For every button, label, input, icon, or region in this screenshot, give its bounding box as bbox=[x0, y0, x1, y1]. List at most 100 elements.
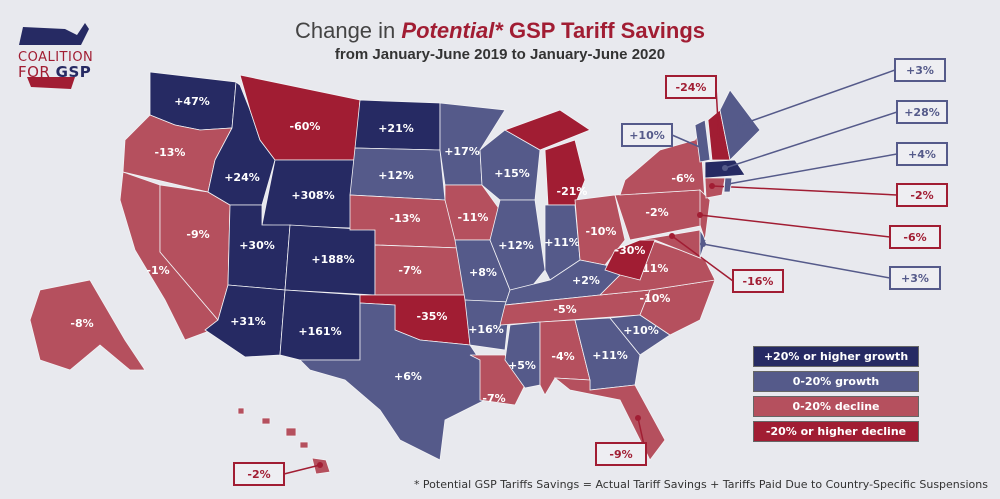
state-value-vermont: +10% bbox=[629, 129, 665, 142]
state-value-michigan: -21% bbox=[557, 185, 588, 198]
state-value-iowa: -11% bbox=[458, 211, 489, 224]
callout-dot-connecticut bbox=[709, 183, 715, 189]
state-value-idaho: +24% bbox=[224, 171, 260, 184]
state-hawaii bbox=[299, 441, 309, 449]
state-arkansas bbox=[464, 299, 511, 351]
state-michigan bbox=[504, 109, 591, 151]
state-value-nebraska: -13% bbox=[390, 212, 421, 225]
state-value-california: -1% bbox=[146, 264, 169, 277]
state-hawaii bbox=[261, 417, 271, 425]
state-value-tennessee: -5% bbox=[553, 303, 576, 316]
callout-line-massachusetts bbox=[724, 111, 898, 169]
state-value-alaska: -8% bbox=[70, 317, 93, 330]
state-value-kansas: -7% bbox=[398, 264, 421, 277]
state-value-missouri: +8% bbox=[469, 266, 497, 279]
state-value-oregon: -13% bbox=[155, 146, 186, 159]
legend-growth: 0-20% growth bbox=[753, 371, 919, 392]
state-value-florida: -9% bbox=[609, 448, 632, 461]
state-value-colorado: +188% bbox=[311, 253, 354, 266]
logo-line2: FOR GSP bbox=[18, 64, 91, 80]
callout-dot-vermont bbox=[699, 145, 705, 151]
state-value-montana: -60% bbox=[290, 120, 321, 133]
state-value-arizona: +31% bbox=[230, 315, 266, 328]
callout-line-maine bbox=[739, 69, 896, 126]
callout-dot-new-hampshire bbox=[716, 137, 722, 143]
state-hawaii bbox=[237, 407, 245, 415]
state-value-rhode-island: +4% bbox=[908, 148, 936, 161]
state-michigan bbox=[544, 139, 586, 206]
state-value-minnesota: +17% bbox=[444, 145, 480, 158]
logo-gsp: GSP bbox=[55, 63, 92, 81]
state-value-georgia: +11% bbox=[592, 349, 628, 362]
callout-dot-massachusetts bbox=[722, 165, 728, 171]
state-value-oklahoma: -35% bbox=[417, 310, 448, 323]
legend-high-growth: +20% or higher growth bbox=[753, 346, 919, 367]
callout-dot-florida bbox=[635, 415, 641, 421]
state-value-south-carolina: +10% bbox=[623, 324, 659, 337]
callout-line-vermont bbox=[671, 134, 703, 149]
logo-line1: COALITION bbox=[18, 50, 94, 65]
state-new-york bbox=[619, 128, 706, 201]
callout-dot-rhode-island bbox=[725, 181, 731, 187]
legend-high-decline: -20% or higher decline bbox=[753, 421, 919, 442]
callout-dot-maine bbox=[737, 122, 743, 128]
state-value-texas: +6% bbox=[394, 370, 422, 383]
callout-box-connecticut bbox=[896, 183, 948, 207]
state-florida bbox=[553, 377, 666, 461]
callout-box-new-hampshire bbox=[665, 75, 717, 99]
state-value-north-dakota: +21% bbox=[378, 122, 414, 135]
callout-box-delaware bbox=[889, 266, 941, 290]
callout-dot-maryland bbox=[669, 233, 675, 239]
callout-box-maine bbox=[894, 58, 946, 82]
title-suffix: GSP Tariff Savings bbox=[509, 18, 706, 43]
legend-decline: 0-20% decline bbox=[753, 396, 919, 417]
state-hawaii bbox=[285, 427, 297, 437]
state-value-connecticut: -2% bbox=[910, 189, 933, 202]
callout-box-massachusetts bbox=[896, 100, 948, 124]
legend: +20% or higher growth 0-20% growth 0-20%… bbox=[753, 346, 919, 446]
state-maryland bbox=[639, 229, 701, 259]
callout-box-maryland bbox=[732, 269, 784, 293]
state-value-massachusetts: +28% bbox=[904, 106, 940, 119]
title-prefix: Change in bbox=[294, 18, 396, 43]
state-value-alabama: -4% bbox=[551, 350, 574, 363]
state-value-delaware: +3% bbox=[901, 272, 929, 285]
chart-title: Change in Potential* GSP Tariff Savings … bbox=[0, 18, 1000, 63]
callout-line-new-jersey bbox=[699, 214, 891, 238]
state-value-new-york: -6% bbox=[671, 172, 694, 185]
state-value-utah: +30% bbox=[239, 239, 275, 252]
state-texas bbox=[299, 302, 486, 461]
state-value-new-jersey: -6% bbox=[903, 231, 926, 244]
callout-dot-delaware bbox=[700, 241, 706, 247]
state-value-indiana: +11% bbox=[544, 236, 580, 249]
state-value-maine: +3% bbox=[906, 64, 934, 77]
state-value-west-virginia: -30% bbox=[615, 244, 646, 257]
state-value-louisiana: -7% bbox=[482, 392, 505, 405]
state-value-new-hampshire: -24% bbox=[676, 81, 707, 94]
state-value-wisconsin: +15% bbox=[494, 167, 530, 180]
state-value-ohio: -10% bbox=[586, 225, 617, 238]
state-value-nevada: -9% bbox=[186, 228, 209, 241]
callout-line-delaware bbox=[702, 243, 891, 279]
state-value-washington: +47% bbox=[174, 95, 210, 108]
callout-line-connecticut bbox=[711, 185, 898, 196]
callout-line-maryland bbox=[671, 235, 734, 282]
callout-dot-hawaii bbox=[317, 462, 323, 468]
footnote: * Potential GSP Tariffs Savings = Actual… bbox=[413, 478, 988, 491]
state-value-new-mexico: +161% bbox=[298, 325, 341, 338]
callout-box-new-jersey bbox=[889, 225, 941, 249]
state-value-maryland: -16% bbox=[743, 275, 774, 288]
state-virginia bbox=[598, 239, 716, 296]
title-emphasis: Potential* bbox=[401, 18, 503, 43]
state-value-north-carolina: -10% bbox=[640, 292, 671, 305]
state-value-arkansas: +16% bbox=[468, 323, 504, 336]
callout-dot-new-jersey bbox=[697, 212, 703, 218]
state-vermont bbox=[694, 119, 711, 163]
subtitle: from January-June 2019 to January-June 2… bbox=[334, 46, 666, 63]
logo-for: FOR bbox=[18, 63, 51, 81]
state-alaska bbox=[29, 279, 146, 371]
callout-box-vermont bbox=[621, 123, 673, 147]
state-value-south-dakota: +12% bbox=[378, 169, 414, 182]
state-value-kentucky: +2% bbox=[572, 274, 600, 287]
